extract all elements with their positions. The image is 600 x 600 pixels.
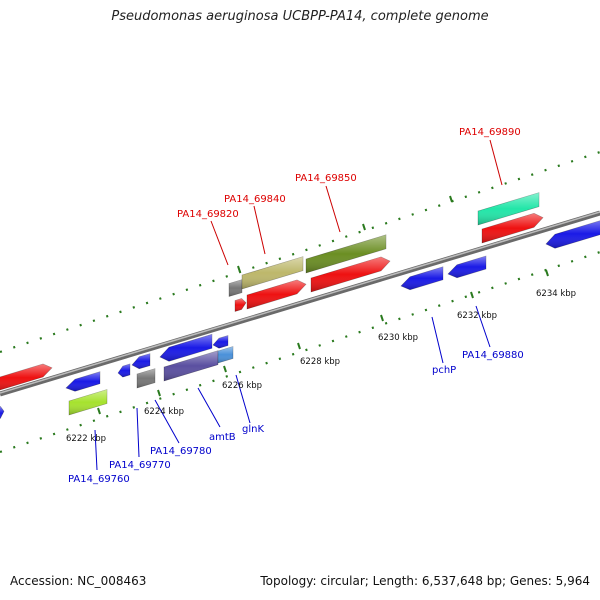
gene-feature-reverse-blue[interactable] xyxy=(117,363,131,378)
gene-feature-reverse-blue[interactable] xyxy=(447,255,487,279)
accession-text: Accession: NC_008463 xyxy=(10,574,147,588)
leader-line-69850 xyxy=(325,185,341,233)
gene-label-amtb[interactable]: amtB xyxy=(209,432,236,443)
gene-feature-lime-gene[interactable] xyxy=(68,389,108,416)
gene-label-pa14-69780[interactable]: PA14_69780 xyxy=(150,446,212,457)
leader-line-69770 xyxy=(136,407,140,458)
gene-label-pa14-69760[interactable]: PA14_69760 xyxy=(68,474,130,485)
gene-feature-reverse-blue[interactable] xyxy=(159,333,213,362)
gene-label-pa14-69770[interactable]: PA14_69770 xyxy=(109,460,171,471)
kbp-label: 6230 kbp xyxy=(378,333,418,343)
leader-line-69760 xyxy=(94,429,98,471)
gene-feature-forward-red-4[interactable] xyxy=(310,256,391,293)
major-ticks xyxy=(97,195,549,415)
gene-labels-top: PA14_69820 PA14_69840 PA14_69850 PA14_69… xyxy=(177,127,521,220)
gene-label-pa14-69850[interactable]: PA14_69850 xyxy=(295,173,357,184)
leader-line-69780 xyxy=(154,399,180,444)
gene-feature-reverse-blue[interactable] xyxy=(65,371,101,392)
kbp-label: 6232 kbp xyxy=(457,311,497,321)
gene-feature-forward-red-2[interactable] xyxy=(234,298,247,312)
genome-backbone xyxy=(0,210,600,397)
gene-label-pchp[interactable]: pchP xyxy=(432,365,456,376)
leader-line-pchP xyxy=(431,316,444,364)
leader-line-69840 xyxy=(253,205,266,255)
gene-feature-dark-slate-gene[interactable] xyxy=(163,350,219,382)
kbp-label: 6228 kbp xyxy=(300,357,340,367)
gene-label-glnk[interactable]: glnK xyxy=(242,424,264,435)
leader-line-69820 xyxy=(210,220,229,266)
gene-feature-forward-red-1[interactable] xyxy=(0,363,53,392)
gene-feature-reverse-blue[interactable] xyxy=(545,219,600,249)
topology-text: Topology: circular; Length: 6,537,648 bp… xyxy=(260,574,590,588)
gene-label-pa14-69880[interactable]: PA14_69880 xyxy=(462,350,524,361)
gene-labels-bottom: PA14_69760 PA14_69770 PA14_69780 amtB gl… xyxy=(68,350,524,485)
gene-label-pa14-69840[interactable]: PA14_69840 xyxy=(224,194,286,205)
gene-feature-reverse-blue[interactable] xyxy=(131,353,151,370)
gene-feature-reverse-blue[interactable] xyxy=(212,335,229,349)
gene-feature-gray-gene[interactable] xyxy=(228,279,243,297)
gene-feature-light-blue-gene[interactable] xyxy=(217,346,234,364)
gene-feature-khaki-gene[interactable] xyxy=(241,256,304,290)
gene-feature-teal-gene[interactable] xyxy=(477,192,540,226)
gene-feature-reverse-blue[interactable] xyxy=(400,266,444,291)
gene-label-pa14-69820[interactable]: PA14_69820 xyxy=(177,209,239,220)
gene-feature-reverse-blue[interactable] xyxy=(0,406,5,420)
leader-line-69880 xyxy=(475,305,491,348)
gene-feature-olive-gene[interactable] xyxy=(305,234,387,274)
gene-feature-forward-red-5[interactable] xyxy=(481,212,544,244)
kbp-label: 6224 kbp xyxy=(144,407,184,417)
leader-line-glnK xyxy=(235,374,251,424)
kbp-label: 6222 kbp xyxy=(66,434,106,444)
leader-line-amtB xyxy=(197,387,221,428)
leader-line-69890 xyxy=(489,139,503,186)
map-title: Pseudomonas aeruginosa UCBPP-PA14, compl… xyxy=(111,9,489,24)
kbp-label: 6226 kbp xyxy=(222,381,262,391)
gene-feature-forward-red-3[interactable] xyxy=(246,279,307,310)
gene-label-pa14-69890[interactable]: PA14_69890 xyxy=(459,127,521,138)
leader-lines xyxy=(94,139,503,471)
kbp-label: 6234 kbp xyxy=(536,289,576,299)
scale-labels: 6222 kbp 6224 kbp 6226 kbp 6228 kbp 6230… xyxy=(66,289,576,444)
gene-feature-gray-gene[interactable] xyxy=(136,368,156,389)
